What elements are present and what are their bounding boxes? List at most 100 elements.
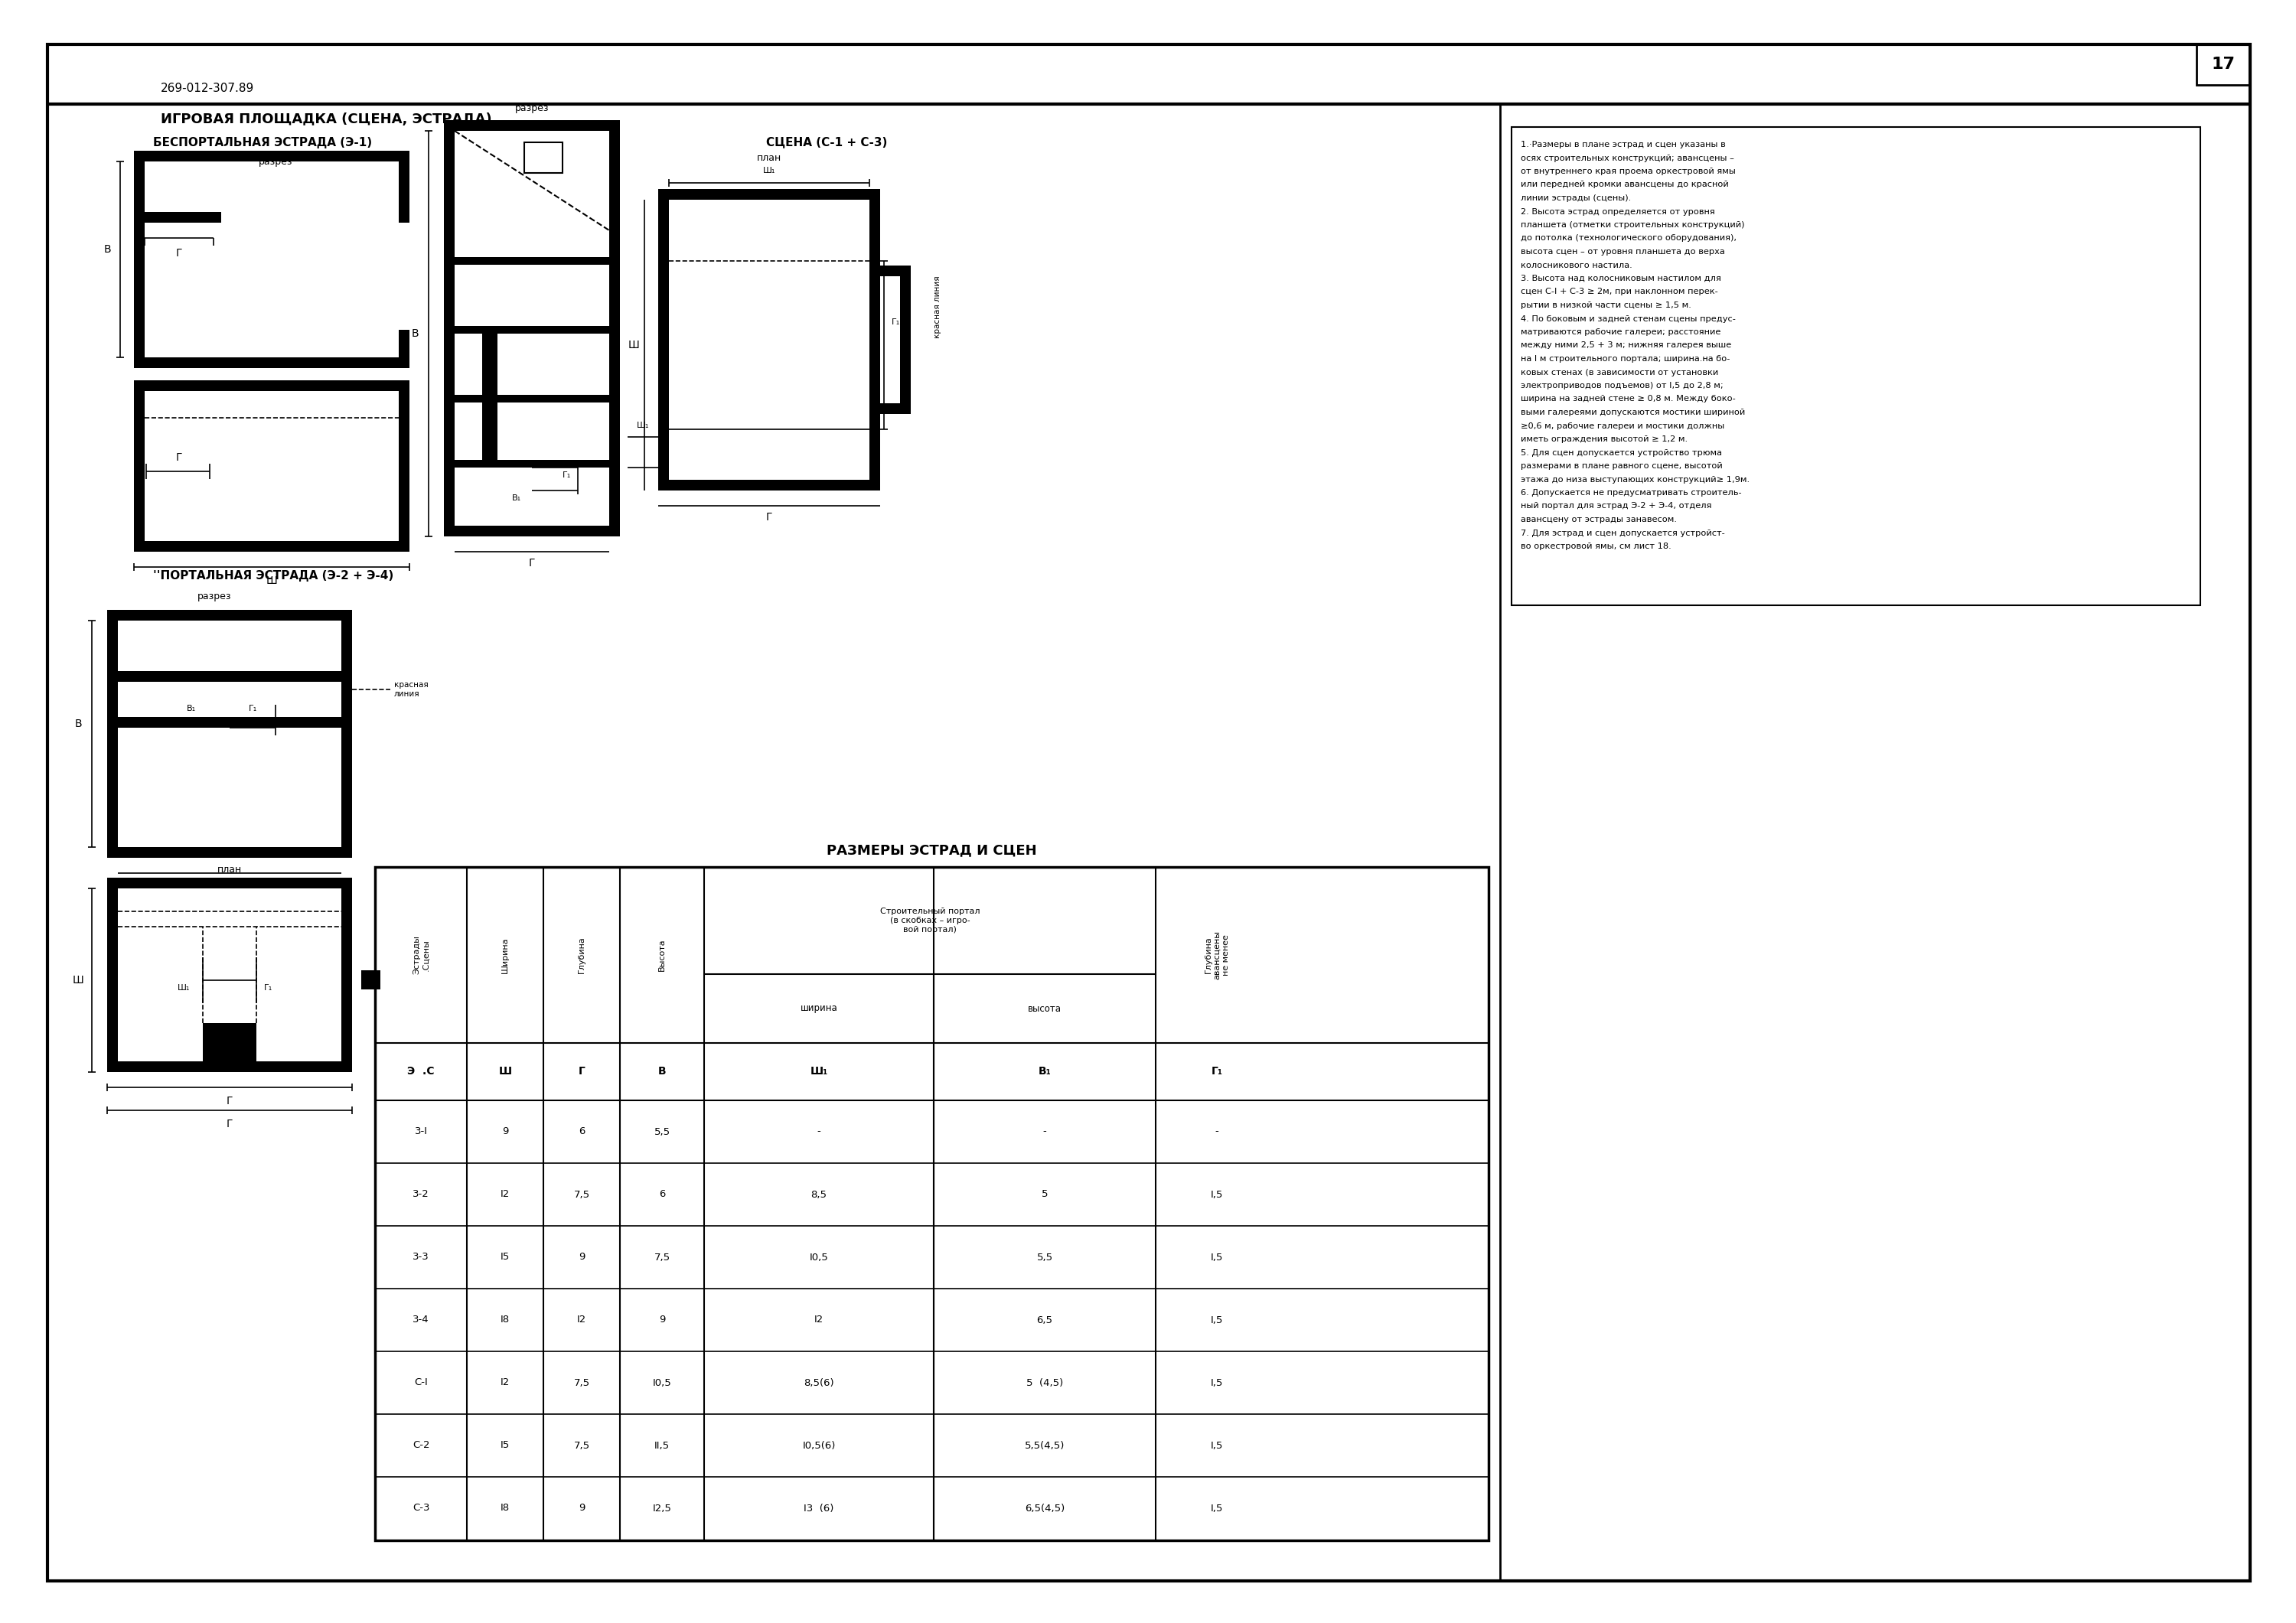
Text: 6. Допускается не предусматривать строитель-: 6. Допускается не предусматривать строит…	[1520, 489, 1743, 497]
Text: Г: Г	[767, 511, 771, 523]
Text: I2: I2	[501, 1378, 510, 1388]
Text: I,5: I,5	[1210, 1190, 1224, 1199]
Text: Г: Г	[579, 1066, 585, 1078]
Text: линии эстрады (сцены).: линии эстрады (сцены).	[1520, 195, 1630, 201]
Text: план: план	[758, 153, 781, 162]
Text: 3-4: 3-4	[413, 1315, 429, 1324]
Bar	[900, 276, 912, 403]
Bar	[443, 120, 620, 131]
Text: Ш: Ш	[266, 576, 278, 586]
Text: или передней кромки авансцены до красной: или передней кромки авансцены до красной	[1520, 182, 1729, 188]
Text: Г: Г	[177, 453, 181, 463]
Bar	[230, 717, 342, 727]
Text: Г: Г	[528, 558, 535, 568]
Text: 269-012-307.89: 269-012-307.89	[161, 83, 255, 94]
Text: Ш₁: Ш₁	[177, 984, 191, 992]
Text: Глубина
авансцены
не менее: Глубина авансцены не менее	[1203, 930, 1231, 979]
Text: выми галереями допускаются мостики шириной: выми галереями допускаются мостики ширин…	[1520, 409, 1745, 415]
Text: I2,5: I2,5	[652, 1503, 670, 1513]
Text: I,5: I,5	[1210, 1253, 1224, 1263]
Text: сцен С-I + С-3 ≥ 2м, при наклонном перек-: сцен С-I + С-3 ≥ 2м, при наклонном перек…	[1520, 289, 1717, 295]
Text: I,5: I,5	[1210, 1378, 1224, 1388]
Text: рытии в низкой части сцены ≥ 1,5 м.: рытии в низкой части сцены ≥ 1,5 м.	[1520, 302, 1692, 308]
Text: на I м строительного портала; ширина.на бо-: на I м строительного портала; ширина.на …	[1520, 355, 1729, 362]
Text: 9: 9	[659, 1315, 666, 1324]
Text: электроприводов подъемов) от I,5 до 2,8 м;: электроприводов подъемов) от I,5 до 2,8 …	[1520, 381, 1724, 390]
Text: размерами в плане равного сцене, высотой: размерами в плане равного сцене, высотой	[1520, 463, 1722, 469]
Text: красная линия: красная линия	[934, 276, 941, 338]
Bar	[455, 394, 608, 403]
Text: I2: I2	[815, 1315, 824, 1324]
Text: В₁: В₁	[1038, 1066, 1052, 1078]
Text: Глубина: Глубина	[579, 936, 585, 974]
Text: высота: высота	[1029, 1003, 1061, 1013]
Bar	[117, 717, 241, 727]
Bar	[400, 380, 409, 552]
Text: Ш₁: Ш₁	[636, 422, 650, 428]
Text: 6,5: 6,5	[1038, 1315, 1052, 1324]
Bar	[108, 1061, 351, 1073]
Bar	[133, 380, 409, 391]
Text: 6: 6	[579, 1126, 585, 1136]
Text: ≥0,6 м, рабочие галереи и мостики должны: ≥0,6 м, рабочие галереи и мостики должны	[1520, 422, 1724, 430]
Text: 6,5(4,5): 6,5(4,5)	[1024, 1503, 1065, 1513]
Bar	[117, 670, 342, 682]
Text: 5,5: 5,5	[654, 1126, 670, 1136]
Text: 5,5(4,5): 5,5(4,5)	[1024, 1441, 1065, 1451]
Text: Г: Г	[227, 1096, 232, 1107]
Text: -: -	[817, 1126, 820, 1136]
Text: В₁: В₁	[512, 495, 521, 502]
Text: ковых стенах (в зависимости от установки: ковых стенах (в зависимости от установки	[1520, 368, 1717, 377]
Bar	[659, 480, 879, 490]
Text: Эстрады
.Сцены: Эстрады .Сцены	[413, 935, 429, 974]
Text: В₁: В₁	[186, 704, 195, 712]
Text: I0,5: I0,5	[810, 1253, 829, 1263]
Text: -: -	[1215, 1126, 1219, 1136]
Text: ширина на задней стене ≥ 0,8 м. Между боко-: ширина на задней стене ≥ 0,8 м. Между бо…	[1520, 396, 1736, 403]
Bar	[133, 540, 409, 552]
Text: Г: Г	[227, 1118, 232, 1130]
Text: БЕСПОРТАЛЬНАЯ ЭСТРАДА (Э-1): БЕСПОРТАЛЬНАЯ ЭСТРАДА (Э-1)	[154, 136, 372, 148]
Text: 7,5: 7,5	[654, 1253, 670, 1263]
Text: СЦЕНА (С-1 + С-3): СЦЕНА (С-1 + С-3)	[767, 136, 886, 148]
Text: I5: I5	[501, 1253, 510, 1263]
Text: В: В	[103, 243, 110, 255]
Text: между ними 2,5 + 3 м; нижняя галерея выше: между ними 2,5 + 3 м; нижняя галерея выш…	[1520, 342, 1731, 349]
Text: Высота: Высота	[659, 938, 666, 971]
Text: от внутреннего края проема оркестровой ямы: от внутреннего края проема оркестровой я…	[1520, 167, 1736, 175]
Text: РАЗМЕРЫ ЭСТРАД И СЦЕН: РАЗМЕРЫ ЭСТРАД И СЦЕН	[827, 844, 1035, 857]
Bar	[455, 326, 608, 334]
Text: 8,5: 8,5	[810, 1190, 827, 1199]
Text: C-2: C-2	[413, 1441, 429, 1451]
Text: разрез: разрез	[514, 102, 549, 114]
Text: во оркестровой ямы, см лист 18.: во оркестровой ямы, см лист 18.	[1520, 542, 1671, 550]
Text: I,5: I,5	[1210, 1315, 1224, 1324]
Text: 9: 9	[579, 1503, 585, 1513]
Bar	[108, 610, 117, 859]
Text: ный портал для эстрад Э-2 + Э-4, отделя: ный портал для эстрад Э-2 + Э-4, отделя	[1520, 503, 1711, 510]
Text: C-I: C-I	[413, 1378, 427, 1388]
Text: Ш₁: Ш₁	[762, 167, 776, 174]
Bar	[108, 878, 351, 888]
Text: 3-I: 3-I	[413, 1126, 427, 1136]
Text: 8,5(6): 8,5(6)	[804, 1378, 833, 1388]
Bar	[659, 188, 668, 490]
Text: 1.·Размеры в плане эстрад и сцен указаны в: 1.·Размеры в плане эстрад и сцен указаны…	[1520, 141, 1727, 148]
Bar	[133, 380, 145, 552]
Bar	[2197, 44, 2250, 84]
Bar	[879, 403, 912, 414]
Bar	[659, 188, 879, 200]
Text: план: план	[218, 865, 241, 875]
Text: Г₁: Г₁	[248, 704, 257, 712]
Text: Г₁: Г₁	[563, 471, 572, 479]
Text: 7. Для эстрад и сцен допускается устройст-: 7. Для эстрад и сцен допускается устройс…	[1520, 529, 1724, 537]
Text: I2: I2	[501, 1190, 510, 1199]
Text: 7,5: 7,5	[574, 1378, 590, 1388]
Text: авансцену от эстрады занавесом.: авансцену от эстрады занавесом.	[1520, 516, 1676, 523]
Text: 5  (4,5): 5 (4,5)	[1026, 1378, 1063, 1388]
Text: I,5: I,5	[1210, 1503, 1224, 1513]
Text: Ширина: Ширина	[501, 936, 510, 974]
Text: осях строительных конструкций; авансцены –: осях строительных конструкций; авансцены…	[1520, 154, 1733, 162]
Text: Г: Г	[227, 880, 232, 889]
Text: -: -	[1042, 1126, 1047, 1136]
